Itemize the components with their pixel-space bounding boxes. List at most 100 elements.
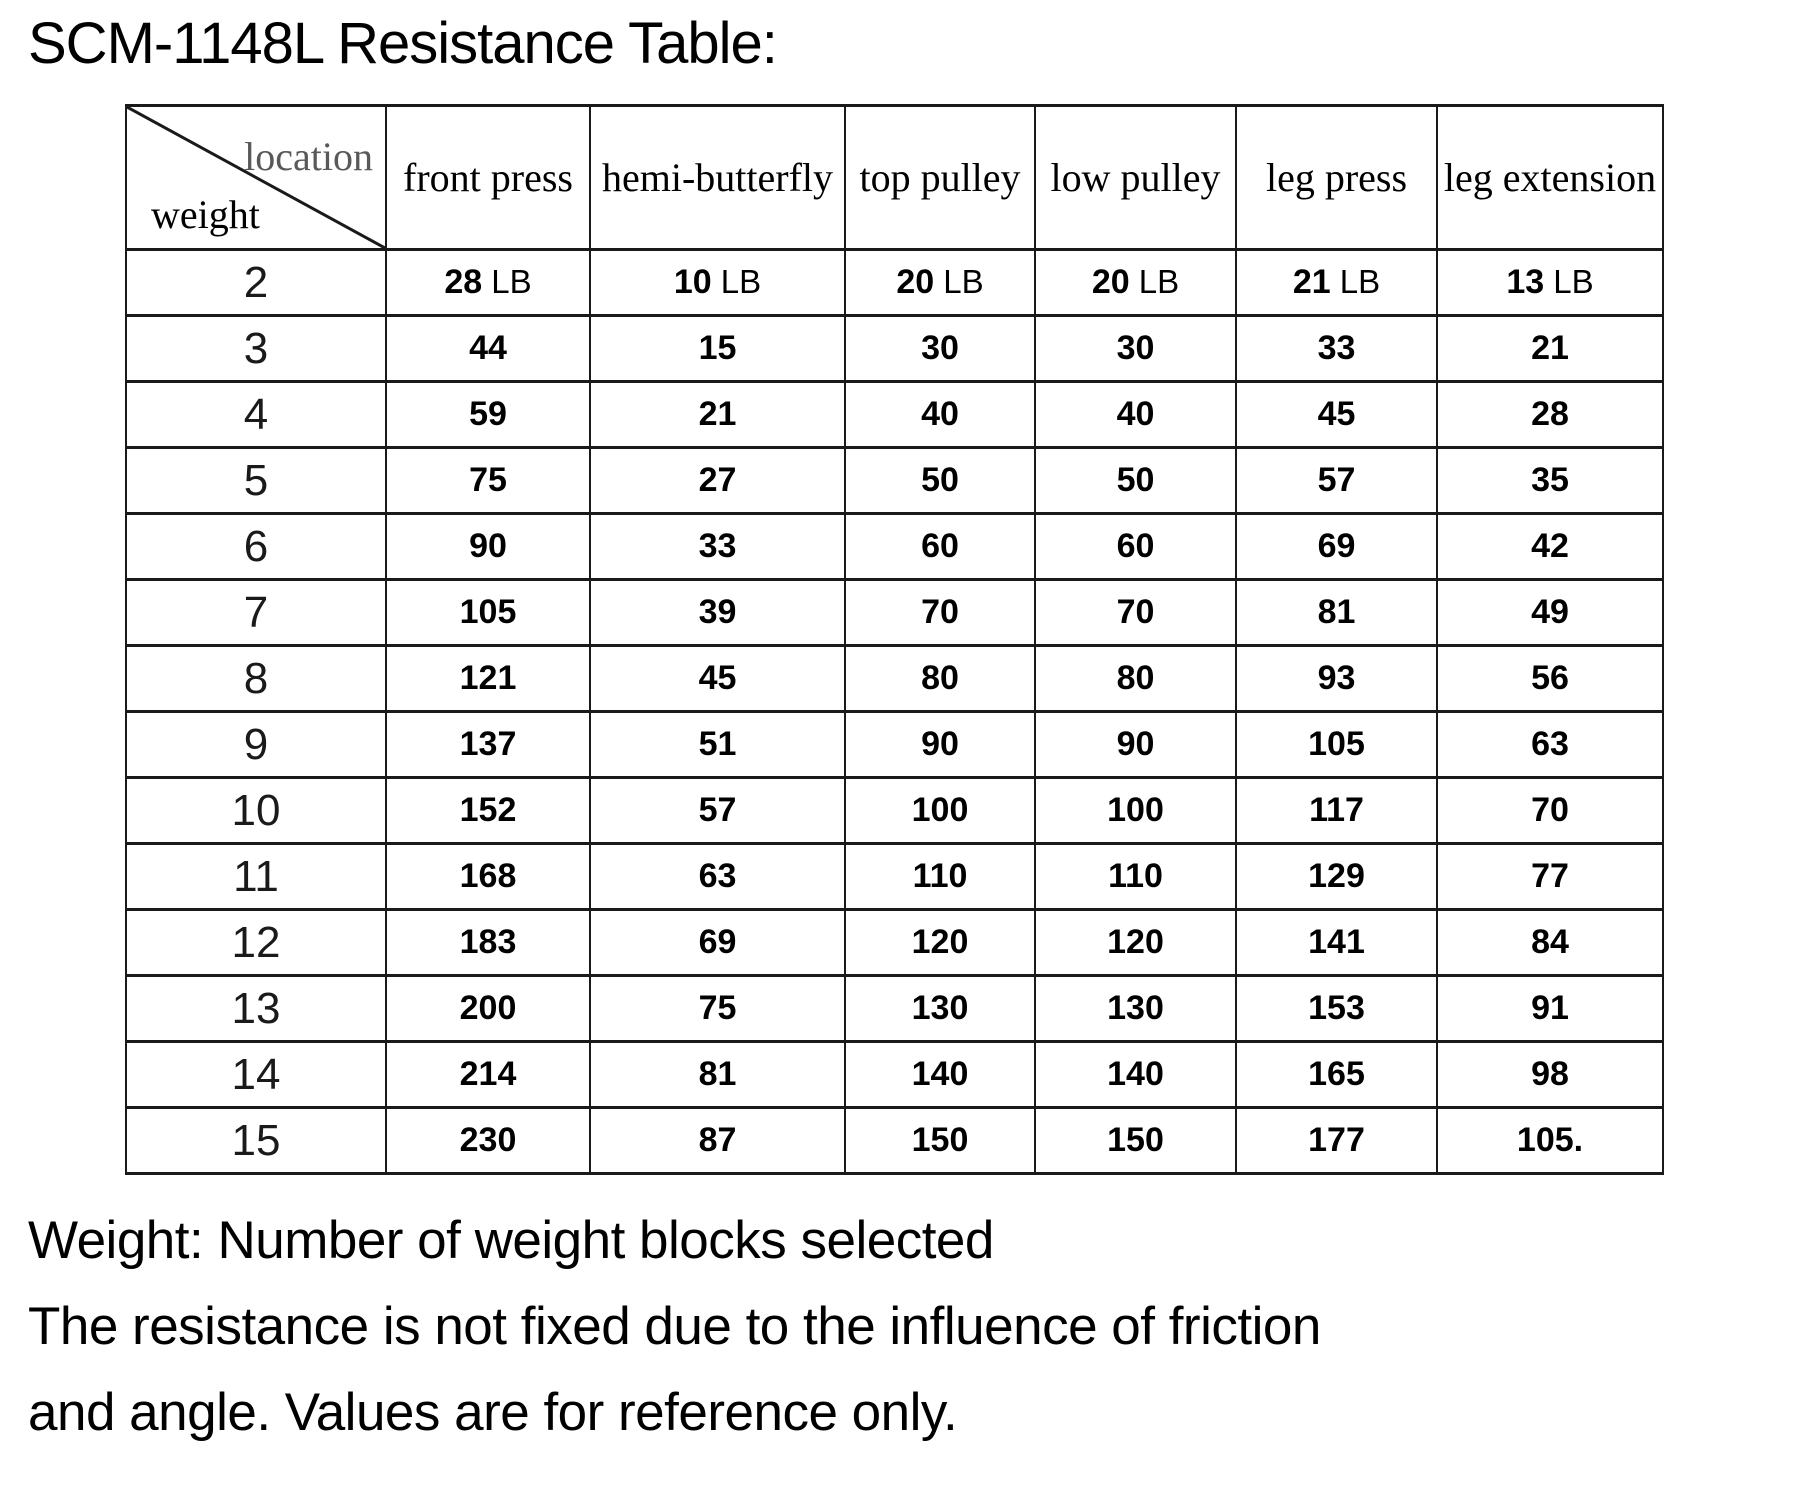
weight-cell: 3 [125,314,387,383]
value-number: 120 [911,923,969,961]
value-cell: 44 [385,314,591,383]
value-cell: 27 [589,446,846,515]
table-row-weight-14: 14 214 81 140 140 165 98 [125,1040,1664,1109]
value-number: 40 [1116,395,1155,433]
value-number: 70 [921,593,959,631]
value-cell: 130 [844,974,1036,1043]
value-cell: 81 [1235,578,1438,647]
table-body: 2 28 LB 10 LB 20 LB 20 LB 21 LB 13 LB 3 44 15 30 30… [125,248,1664,1175]
weight-cell: 6 [125,512,387,581]
value-number: 90 [921,725,959,763]
value-cell: 121 [385,644,591,713]
value-number: 121 [459,659,517,697]
value-cell: 140 [1034,1040,1237,1109]
value-cell: 137 [385,710,591,779]
weight-cell: 5 [125,446,387,515]
value-cell: 39 [589,578,846,647]
value-unit: LB [1330,263,1381,300]
value-cell: 150 [1034,1106,1237,1175]
column-header-leg-extension: leg extension [1436,104,1664,251]
value-number: 70 [1116,593,1155,631]
value-number: 141 [1308,923,1365,961]
value-cell: 13 LB [1436,248,1664,317]
value-cell: 28 [1436,380,1664,449]
value-number: 80 [1116,659,1155,697]
value-cell: 42 [1436,512,1664,581]
value-number: 168 [459,857,517,895]
column-header-low-pulley: low pulley [1034,104,1237,251]
value-number: 120 [1107,923,1164,961]
value-number: 140 [911,1055,969,1093]
value-number: 81 [1317,593,1356,631]
value-cell: 60 [844,512,1036,581]
table-header-row: location weight front press hemi-butterfl… [125,104,1664,251]
value-number: 110 [912,857,968,895]
page-title: SCM-1148L Resistance Table: [28,11,778,76]
value-cell: 56 [1436,644,1664,713]
value-cell: 100 [844,776,1036,845]
footer-notes: Weight: Number of weight blocks selected… [28,1198,1321,1456]
table-row-weight-13: 13 200 75 130 130 153 91 [125,974,1664,1043]
value-cell: 214 [385,1040,591,1109]
value-unit: LB [1544,263,1594,300]
table-row-weight-11: 11 168 63 110 110 129 77 [125,842,1664,911]
value-number: 44 [469,329,507,367]
value-number: 70 [1531,791,1569,829]
corner-cell: location weight [125,104,387,251]
value-number: 57 [698,791,737,829]
value-cell: 110 [844,842,1036,911]
column-header-front-press: front press [385,104,591,251]
value-cell: 77 [1436,842,1664,911]
value-cell: 20 LB [1034,248,1237,317]
column-header-top-pulley: top pulley [844,104,1036,251]
value-cell: 20 LB [844,248,1036,317]
value-cell: 49 [1436,578,1664,647]
value-number: 10 [673,263,712,301]
table-row-weight-2: 2 28 LB 10 LB 20 LB 20 LB 21 LB 13 LB [125,248,1664,317]
value-number: 45 [698,659,737,697]
diagonal-divider-line [127,107,385,248]
value-number: 140 [1107,1055,1164,1093]
value-number: 98 [1531,1055,1569,1093]
value-number: 20 [1091,263,1130,301]
value-cell: 230 [385,1106,591,1175]
value-cell: 81 [589,1040,846,1109]
value-number: 230 [459,1121,517,1159]
value-cell: 60 [1034,512,1237,581]
weight-cell: 13 [125,974,387,1043]
value-cell: 80 [1034,644,1237,713]
table-row-weight-6: 6 90 33 60 60 69 42 [125,512,1664,581]
value-number: 45 [1317,395,1356,433]
value-cell: 105. [1436,1106,1664,1175]
value-number: 60 [921,527,959,565]
value-number: 56 [1531,659,1569,697]
weight-cell: 10 [125,776,387,845]
value-number: 57 [1317,461,1356,499]
value-cell: 90 [385,512,591,581]
value-cell: 98 [1436,1040,1664,1109]
value-cell: 21 LB [1235,248,1438,317]
value-number: 90 [1116,725,1155,763]
value-cell: 200 [385,974,591,1043]
value-cell: 80 [844,644,1036,713]
value-number: 87 [698,1121,737,1159]
value-number: 28 [444,263,483,301]
value-number: 137 [459,725,517,763]
value-cell: 70 [844,578,1036,647]
value-number: 105 [459,593,517,631]
value-cell: 117 [1235,776,1438,845]
weight-cell: 11 [125,842,387,911]
value-number: 40 [921,395,959,433]
value-cell: 140 [844,1040,1036,1109]
value-unit: LB [711,263,762,300]
value-cell: 141 [1235,908,1438,977]
weight-cell: 15 [125,1106,387,1175]
value-number: 27 [698,461,737,499]
value-cell: 150 [844,1106,1036,1175]
value-number: 130 [911,989,969,1027]
corner-location-label: location [244,134,373,179]
value-number: 75 [469,461,507,499]
table-row-weight-3: 3 44 15 30 30 33 21 [125,314,1664,383]
value-cell: 28 LB [385,248,591,317]
value-cell: 87 [589,1106,846,1175]
